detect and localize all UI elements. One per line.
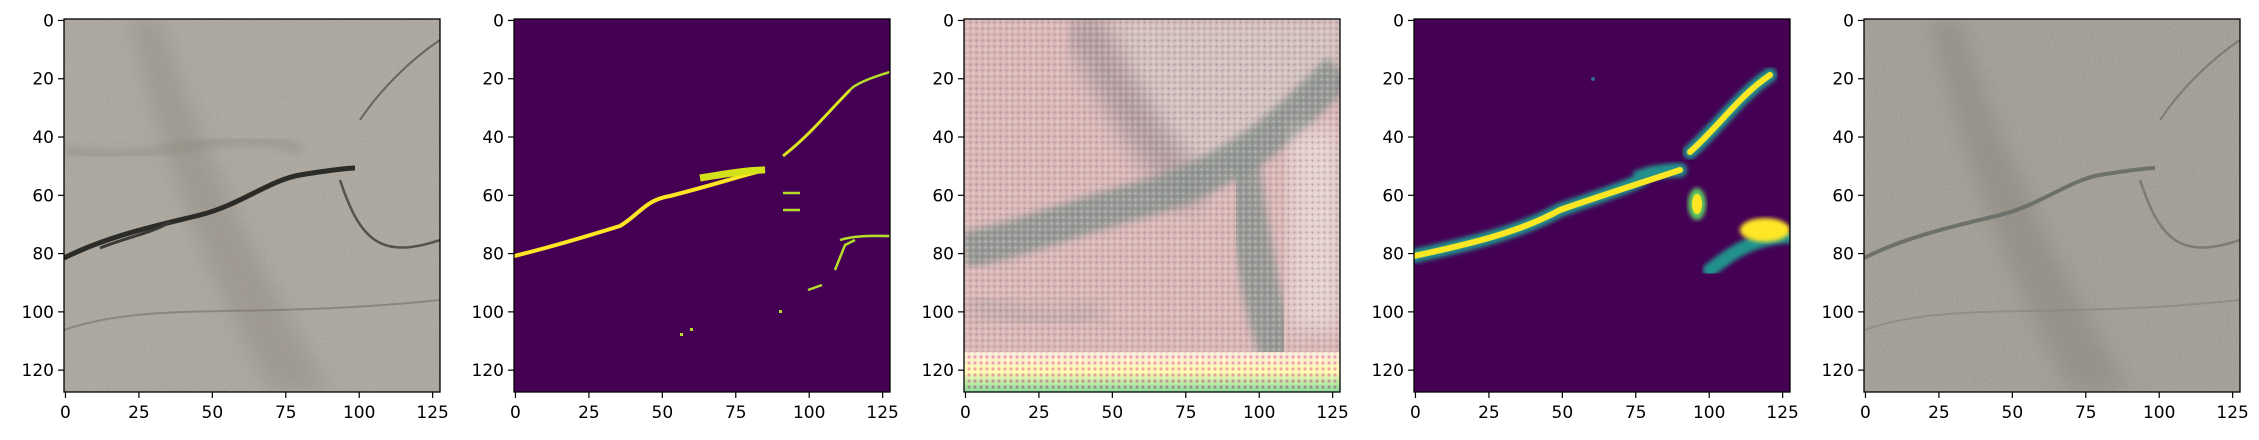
y-tick-label: 80 [932,245,954,265]
y-tick-label: 0 [943,11,954,31]
y-tick-label: 80 [1832,245,1854,265]
y-tick-label: 40 [482,128,504,148]
x-tick-label: 50 [1102,403,1124,423]
x-tick-label: 25 [128,403,150,423]
y-tick-label: 40 [1382,128,1404,148]
x-tick-label: 125 [416,403,448,423]
x-tick-label: 0 [1860,403,1871,423]
y-tick-label: 120 [1372,361,1404,381]
y-tick-label: 40 [1832,128,1854,148]
y-tick-label: 20 [932,70,954,90]
y-tick-label: 60 [1382,186,1404,206]
panel-predicted-mask [1414,19,1790,392]
panel-ground-truth-mask [514,19,890,392]
x-tick-label: 50 [652,403,674,423]
y-tick-label: 60 [1832,186,1854,206]
x-tick-label: 100 [343,403,375,423]
y-tick-label: 60 [32,186,54,206]
y-tick-label: 20 [482,70,504,90]
y-tick-label: 60 [482,186,504,206]
x-tick-label: 125 [2216,403,2248,423]
x-tick-label: 0 [60,403,71,423]
panel-5-frame [1863,18,2241,393]
y-tick-label: 120 [22,361,54,381]
x-tick-label: 25 [1478,403,1500,423]
panel-3-frame [963,18,1341,393]
x-tick-label: 50 [1552,403,1574,423]
y-tick-label: 100 [1822,303,1854,323]
y-tick-label: 80 [1382,245,1404,265]
y-tick-label: 0 [1393,11,1404,31]
x-tick-label: 25 [1028,403,1050,423]
panel-input-photo [64,19,440,392]
y-tick-label: 20 [1832,70,1854,90]
x-tick-label: 50 [202,403,224,423]
panel-reconstructed-photo [1864,19,2240,392]
y-tick-label: 0 [1843,11,1854,31]
y-tick-label: 20 [32,70,54,90]
panel-4-frame [1413,18,1791,393]
y-tick-label: 40 [32,128,54,148]
x-tick-label: 50 [2002,403,2024,423]
panel-1-frame [63,18,441,393]
x-tick-label: 75 [2075,403,2097,423]
x-tick-label: 75 [725,403,747,423]
y-tick-label: 40 [932,128,954,148]
y-tick-label: 100 [22,303,54,323]
y-tick-label: 120 [1822,361,1854,381]
y-tick-label: 20 [1382,70,1404,90]
y-tick-label: 120 [472,361,504,381]
y-tick-label: 80 [32,245,54,265]
x-tick-label: 125 [866,403,898,423]
x-tick-label: 25 [1928,403,1950,423]
y-tick-label: 100 [1372,303,1404,323]
y-tick-label: 100 [922,303,954,323]
x-tick-label: 125 [1316,403,1348,423]
x-tick-label: 75 [1175,403,1197,423]
y-tick-label: 60 [932,186,954,206]
y-tick-label: 0 [493,11,504,31]
y-tick-label: 80 [482,245,504,265]
panel-generated-texture [964,19,1340,392]
x-tick-label: 100 [793,403,825,423]
y-tick-label: 100 [472,303,504,323]
y-tick-label: 120 [922,361,954,381]
axis-ticks: 0 25 50 75 100 125 0 20 40 60 80 100 120 0 25 50 75 100 12… [22,11,2249,423]
x-tick-label: 100 [1693,403,1725,423]
x-tick-label: 0 [960,403,971,423]
x-tick-label: 25 [578,403,600,423]
panel-2-frame [513,18,891,393]
x-tick-label: 100 [1243,403,1275,423]
x-tick-label: 100 [2143,403,2175,423]
x-tick-label: 0 [1410,403,1421,423]
x-tick-label: 75 [1625,403,1647,423]
x-tick-label: 75 [275,403,297,423]
x-tick-label: 125 [1766,403,1798,423]
x-tick-label: 0 [510,403,521,423]
y-tick-label: 0 [43,11,54,31]
